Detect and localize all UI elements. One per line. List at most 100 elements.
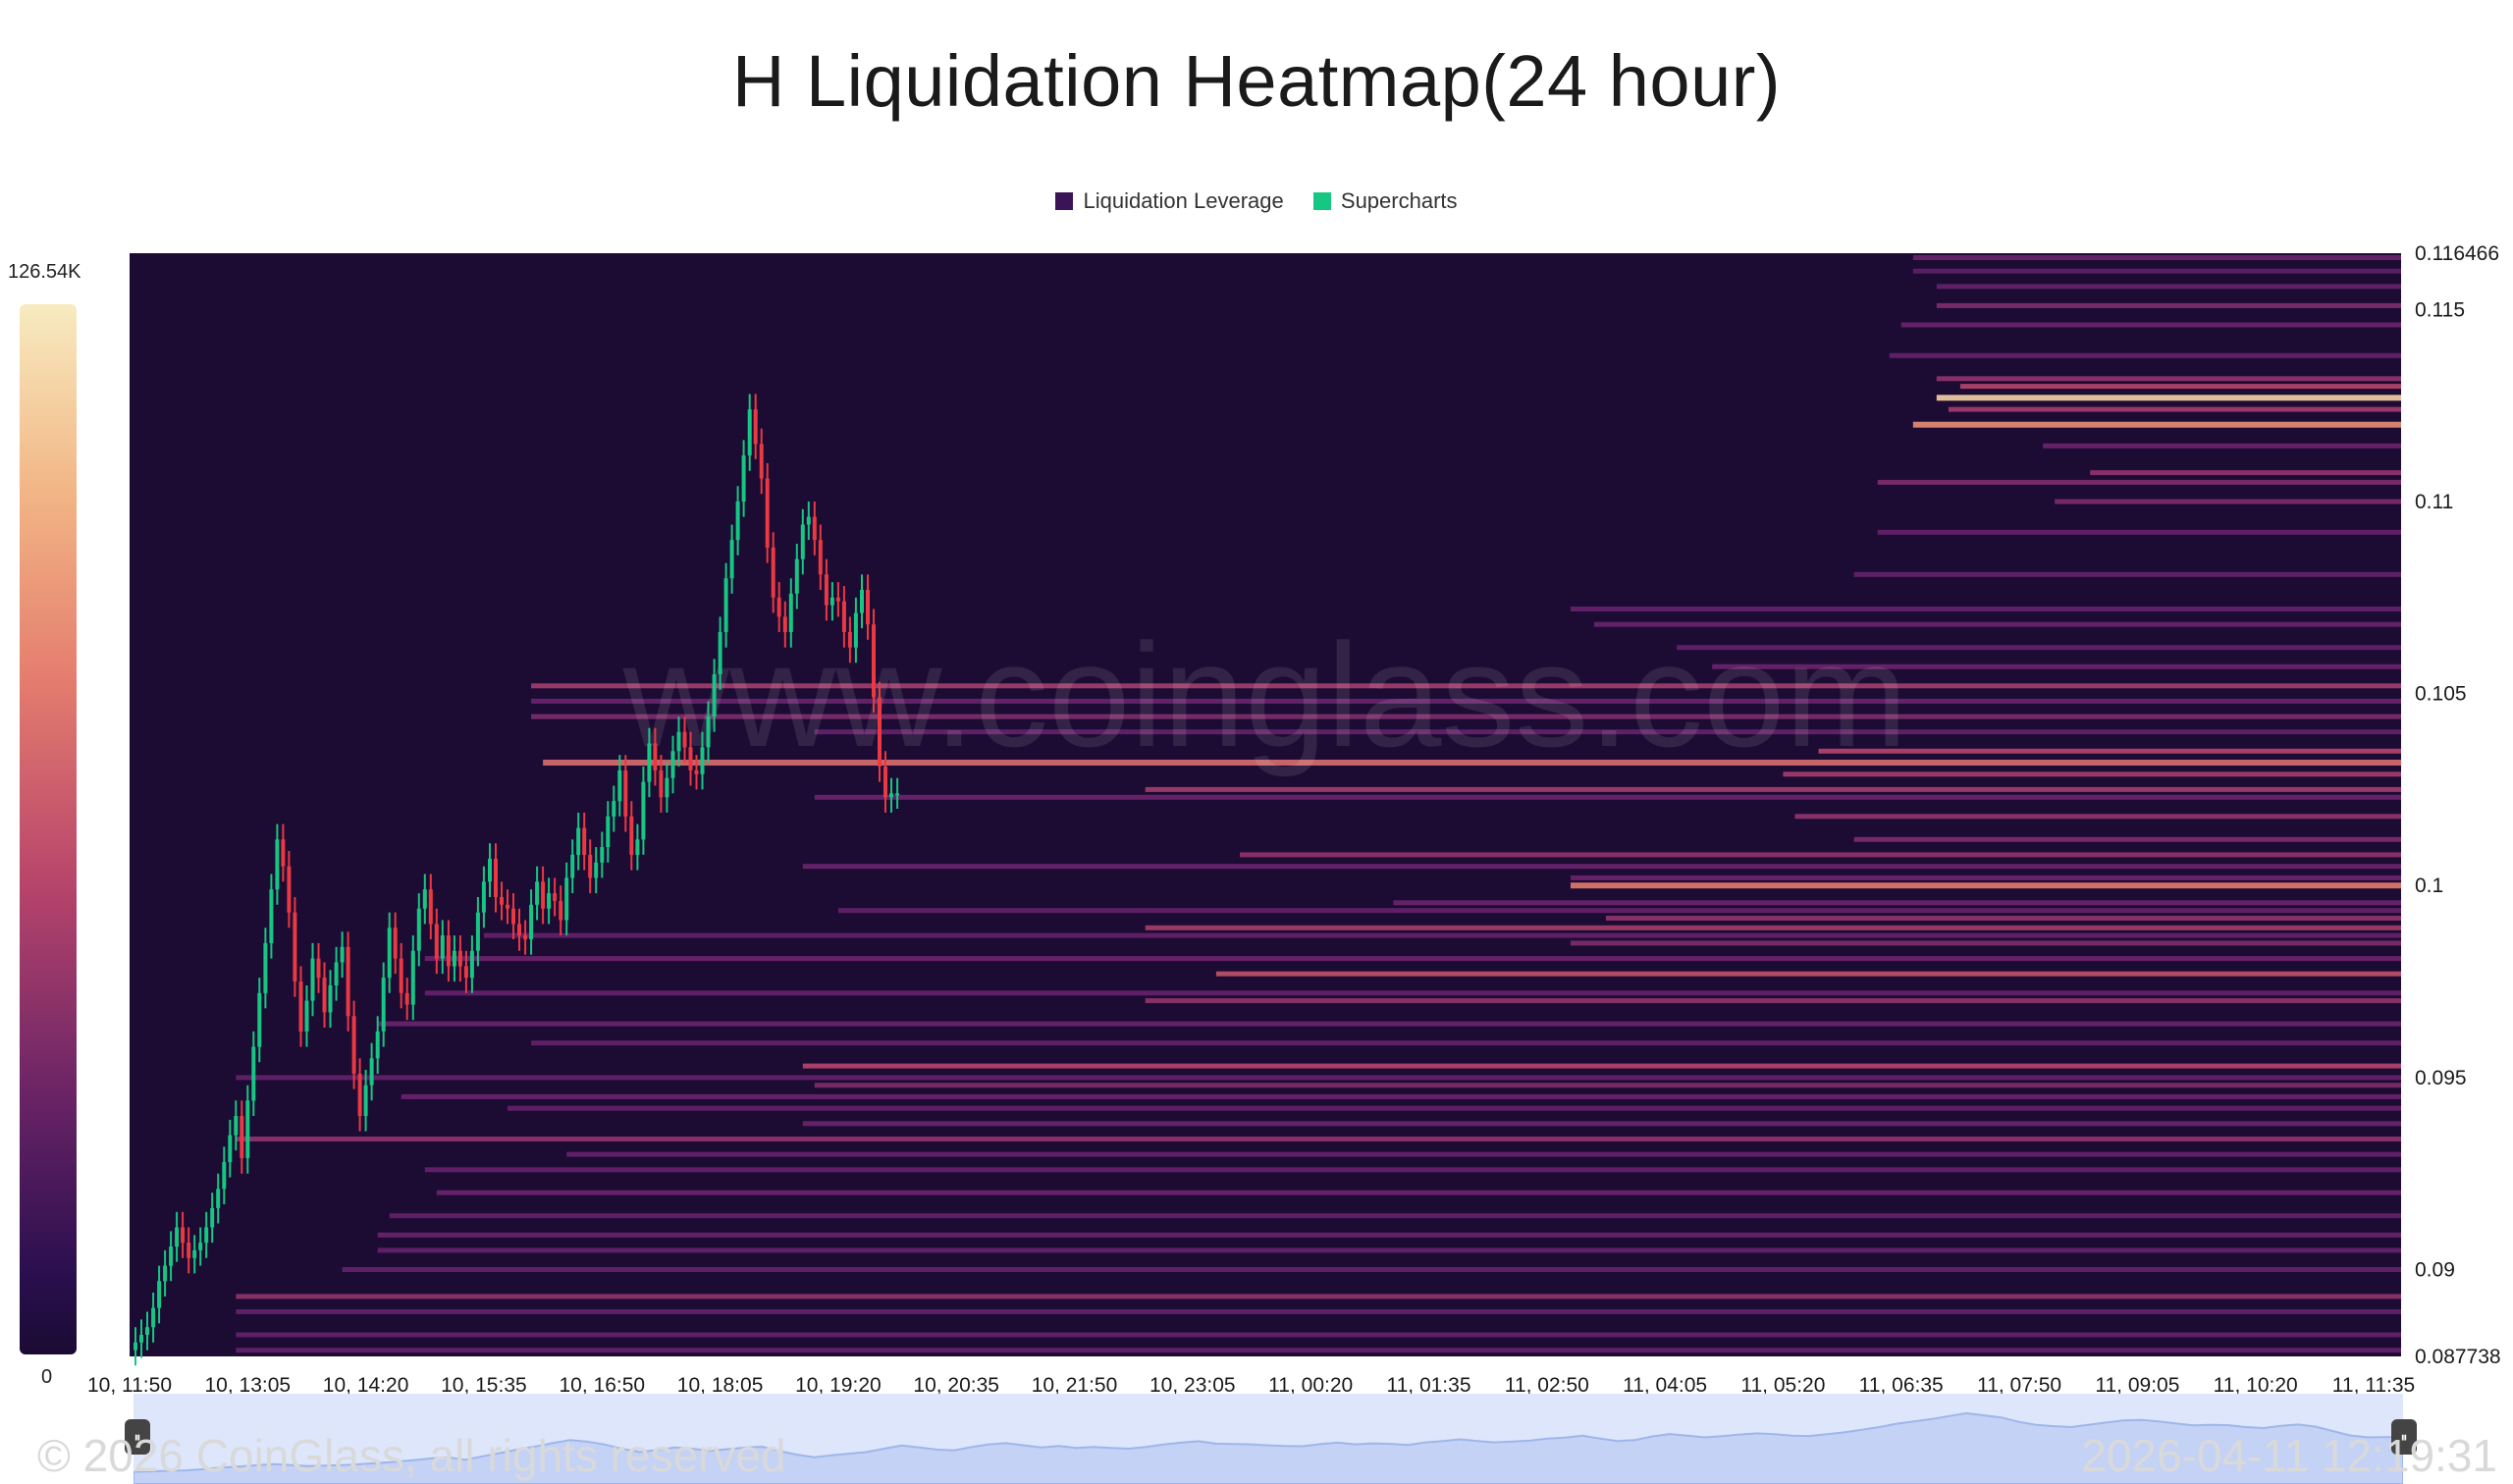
candle-body bbox=[404, 992, 409, 1005]
candle-body bbox=[494, 858, 498, 897]
legend-item-supercharts[interactable]: Supercharts bbox=[1312, 188, 1458, 214]
candle-body bbox=[818, 540, 823, 575]
candle-body bbox=[529, 904, 534, 939]
liquidation-band bbox=[1936, 376, 2401, 382]
candle-body bbox=[741, 455, 746, 502]
candle-body bbox=[316, 958, 321, 979]
candle-body bbox=[647, 743, 652, 782]
copyright: © 2026 CoinGlass, all rights reserved bbox=[37, 1430, 786, 1481]
candle-body bbox=[287, 866, 292, 913]
candle-body bbox=[198, 1243, 203, 1250]
candle-body bbox=[883, 767, 887, 798]
candle-body bbox=[794, 558, 799, 594]
candle-body bbox=[134, 1342, 137, 1351]
liquidation-band bbox=[814, 1083, 2401, 1088]
candle-body bbox=[187, 1243, 191, 1258]
candle-body bbox=[878, 697, 882, 767]
candle-body bbox=[251, 1046, 256, 1101]
x-tick-label: 11, 10:20 bbox=[2214, 1374, 2298, 1397]
candle-body bbox=[387, 928, 392, 979]
candle-body bbox=[688, 747, 693, 770]
candle-body bbox=[363, 1085, 368, 1116]
liquidation-band bbox=[424, 990, 2401, 996]
liquidation-band bbox=[1959, 384, 2401, 390]
candle-body bbox=[340, 946, 345, 963]
candle-body bbox=[553, 893, 558, 901]
candle-body bbox=[257, 992, 262, 1047]
candle-body bbox=[500, 897, 504, 905]
y-tick-label: 0.115 bbox=[2415, 298, 2465, 321]
y-tick-label: 0.095 bbox=[2415, 1067, 2467, 1089]
candle-body bbox=[735, 502, 740, 541]
candle-body bbox=[806, 516, 811, 525]
x-tick-label: 10, 23:05 bbox=[1150, 1374, 1236, 1397]
liquidation-band bbox=[1593, 621, 2401, 627]
candle-body bbox=[163, 1265, 168, 1282]
liquidation-band bbox=[1794, 814, 2401, 820]
candle-body bbox=[481, 881, 486, 913]
candle-body bbox=[617, 769, 622, 802]
liquidation-band bbox=[1145, 998, 2401, 1004]
candle-body bbox=[351, 1016, 356, 1074]
legend-item-liquidation[interactable]: Liquidation Leverage bbox=[1055, 188, 1284, 214]
liquidation-band bbox=[1877, 479, 2401, 485]
candle-body bbox=[835, 597, 840, 602]
candle-body bbox=[511, 908, 515, 925]
liquidation-band bbox=[1605, 916, 2401, 921]
x-tick-label: 10, 18:05 bbox=[677, 1374, 764, 1397]
legend-label-supercharts: Supercharts bbox=[1340, 188, 1458, 213]
candle-body bbox=[139, 1335, 143, 1343]
liquidation-band bbox=[2043, 443, 2401, 449]
candle-body bbox=[151, 1307, 156, 1328]
x-tick-label: 10, 15:35 bbox=[441, 1374, 527, 1397]
x-tick-label: 11, 11:35 bbox=[2332, 1374, 2415, 1397]
liquidation-band bbox=[1570, 940, 2401, 946]
liquidation-band bbox=[802, 1063, 2401, 1069]
navigator-handle-right[interactable]: ⏸ bbox=[2391, 1419, 2417, 1455]
candle-body bbox=[594, 862, 599, 878]
liquidation-band bbox=[814, 794, 2401, 800]
liquidation-band bbox=[342, 1267, 2401, 1272]
candle-body bbox=[800, 524, 805, 559]
candle-body bbox=[245, 1100, 250, 1158]
candle-body bbox=[765, 478, 770, 548]
liquidation-band bbox=[401, 1093, 2402, 1099]
x-tick-label: 10, 20:35 bbox=[913, 1374, 999, 1397]
candle-body bbox=[399, 958, 403, 993]
candle-body bbox=[729, 540, 734, 579]
liquidation-bands bbox=[236, 255, 2402, 1353]
candle-body bbox=[635, 839, 640, 855]
candle-body bbox=[240, 1116, 244, 1158]
liquidation-band bbox=[1889, 352, 2401, 358]
candle-body bbox=[381, 978, 386, 1032]
plot-background bbox=[130, 253, 2401, 1356]
liquidation-band bbox=[531, 698, 2401, 704]
legend: Liquidation Leverage Supercharts bbox=[0, 188, 2513, 216]
liquidation-band bbox=[424, 956, 2401, 962]
liquidation-band bbox=[543, 760, 2401, 766]
y-tick-label: 0.116466 bbox=[2415, 242, 2499, 265]
liquidation-band bbox=[566, 1151, 2402, 1157]
liquidation-band bbox=[236, 1075, 2401, 1081]
candle-body bbox=[588, 854, 593, 878]
liquidation-band bbox=[436, 1190, 2401, 1195]
navigator-series bbox=[134, 1411, 2403, 1484]
x-tick-label: 10, 13:05 bbox=[205, 1374, 292, 1397]
candle-body bbox=[559, 900, 563, 921]
candle-body bbox=[676, 731, 681, 752]
liquidation-band bbox=[1570, 882, 2401, 889]
candle-body bbox=[145, 1327, 149, 1335]
liquidation-band bbox=[1570, 874, 2401, 880]
candle-body bbox=[328, 985, 333, 1013]
candle-body bbox=[853, 612, 858, 648]
liquidation-band bbox=[1900, 322, 2401, 328]
navigator-handle-left[interactable]: ⏸ bbox=[125, 1419, 150, 1455]
x-tick-label: 11, 05:20 bbox=[1740, 1374, 1825, 1397]
x-tick-label: 11, 06:35 bbox=[1859, 1374, 1944, 1397]
time-navigator[interactable] bbox=[134, 1394, 2403, 1484]
liquidation-band bbox=[236, 1332, 2401, 1338]
liquidation-band bbox=[837, 908, 2401, 914]
colorbar-min-label: 0 bbox=[41, 1366, 53, 1388]
candle-body bbox=[547, 893, 552, 909]
